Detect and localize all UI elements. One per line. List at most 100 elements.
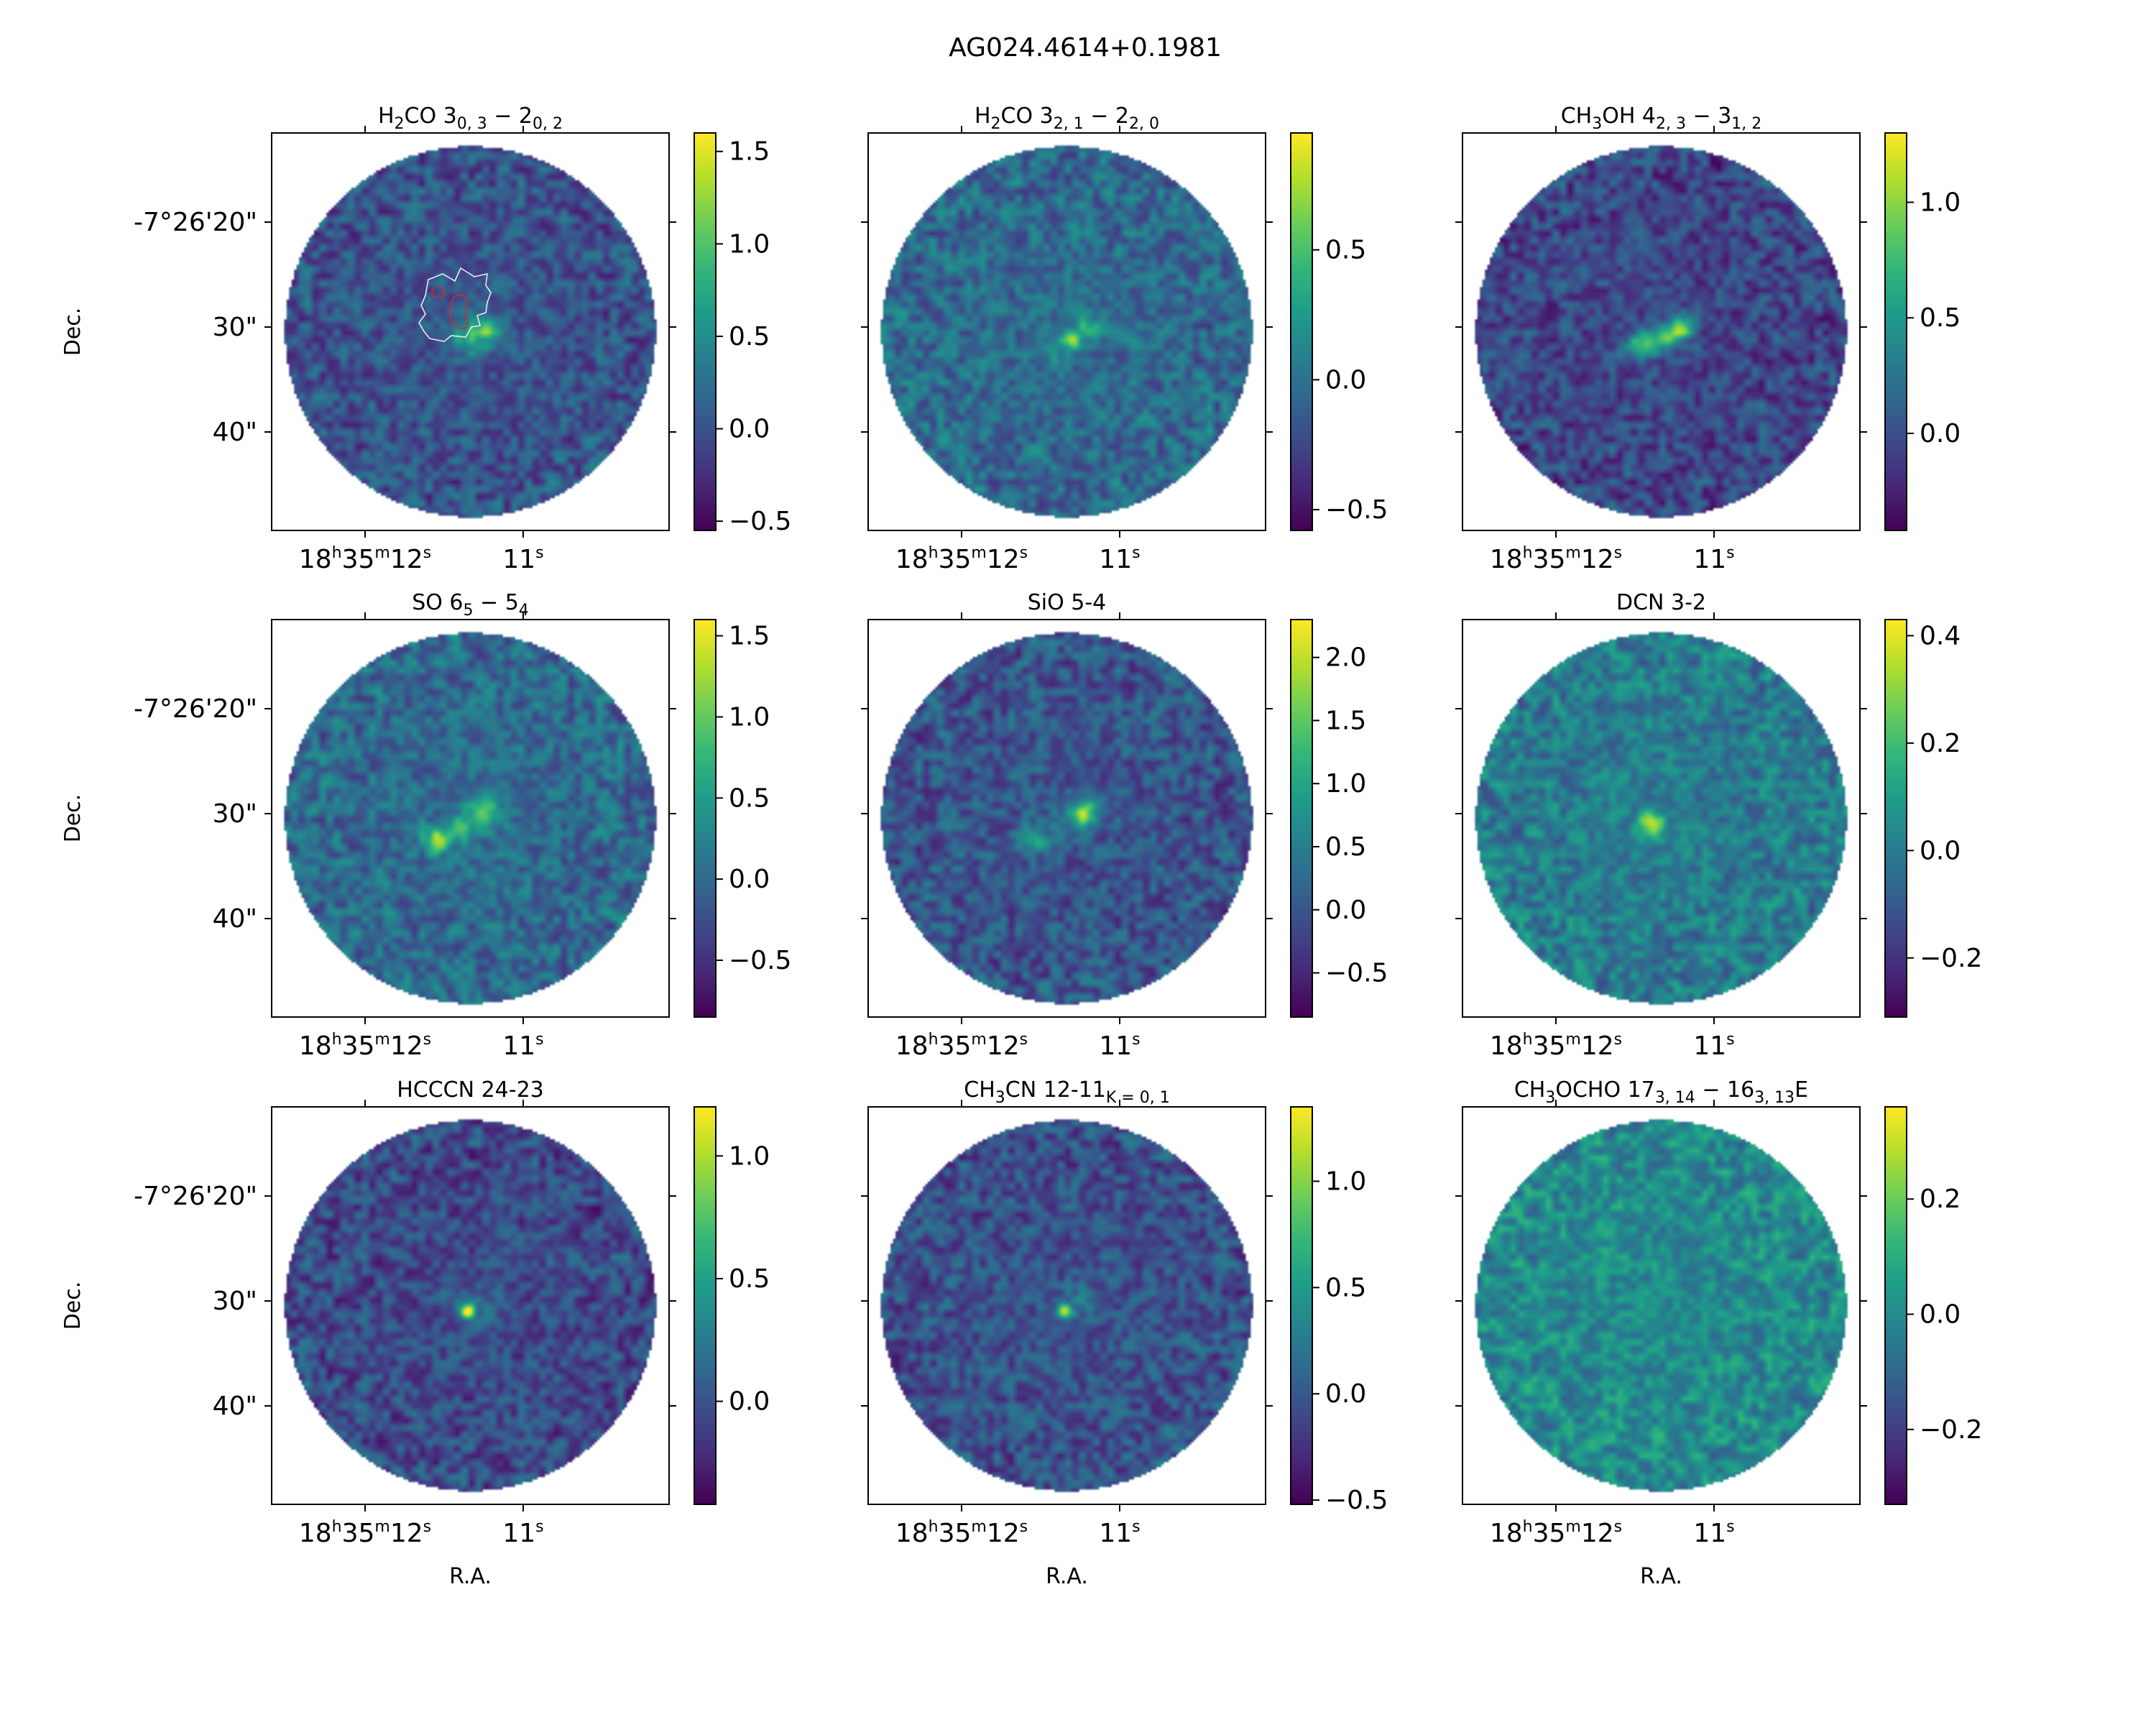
colorbar-tick-label: 0.0 xyxy=(1325,365,1366,395)
colorbar: 0.0 0.5 1.0 xyxy=(694,1106,770,1505)
colorbar-gradient xyxy=(1885,1107,1907,1504)
panel-5: SiO 5-4 18h35m12s 11s −0.5 0.0 0.5 1.0 1.5 2.0 xyxy=(861,590,1388,1061)
ra-tick-label: 11s xyxy=(502,1518,543,1548)
panel-title: H2CO 30, 3 − 20, 2 xyxy=(378,104,563,133)
dec-tick-label: -7°26'20" xyxy=(134,208,257,237)
ra-axis-label: R.A. xyxy=(449,1564,492,1589)
colorbar-tick-label: 1.5 xyxy=(1325,706,1366,735)
colorbar-tick-label: 0.0 xyxy=(1325,896,1366,925)
colorbar-frame xyxy=(1290,619,1313,1018)
ra-axis-label: R.A. xyxy=(1046,1564,1088,1589)
dec-axis-label: Dec. xyxy=(60,1282,86,1330)
colorbar-tick-label: 2.0 xyxy=(1325,643,1366,673)
colorbar-frame xyxy=(694,1106,717,1505)
axes-frame xyxy=(867,1106,1266,1505)
dec-tick-label: -7°26'20" xyxy=(134,1182,257,1211)
ra-tick-label: 11s xyxy=(1099,544,1140,574)
ra-tick-label: 11s xyxy=(1099,1031,1140,1061)
axes-frame xyxy=(1462,132,1861,531)
colorbar-gradient xyxy=(1291,1107,1312,1504)
colorbar-tick-label: 0.5 xyxy=(729,322,770,351)
colorbar-tick-label: −0.5 xyxy=(1325,1486,1388,1515)
colorbar-tick-label: 1.0 xyxy=(729,702,770,732)
ra-tick-label: 11s xyxy=(502,544,543,574)
colorbar: −0.5 0.0 0.5 xyxy=(1290,132,1388,531)
colorbar: −0.5 0.0 0.5 1.0 1.5 xyxy=(694,619,791,1018)
dec-axis-label: Dec. xyxy=(60,308,86,356)
colorbar-tick-label: 1.5 xyxy=(729,622,770,651)
axes-frame xyxy=(271,1106,670,1505)
colorbar-frame xyxy=(1290,132,1313,531)
intensity-map xyxy=(272,133,669,530)
colorbar: −0.5 0.0 0.5 1.0 xyxy=(1290,1106,1388,1515)
ra-tick-label: 18h35m12s xyxy=(895,1518,1028,1548)
panel-3: CH3OH 42, 3 − 31, 2 18h35m12s 11s 0.0 0.5 1.0 xyxy=(1455,104,1961,574)
colorbar-tick-label: −0.2 xyxy=(1920,1415,1982,1445)
ra-tick-label: 11s xyxy=(1693,544,1734,574)
colorbar: −0.5 0.0 0.5 1.0 1.5 xyxy=(694,132,791,536)
ra-tick-label: 18h35m12s xyxy=(299,1518,431,1548)
intensity-map xyxy=(272,620,669,1017)
panel-title: SiO 5-4 xyxy=(1028,590,1107,615)
colorbar-tick-label: 0.2 xyxy=(1920,1184,1961,1214)
colorbar-tick-label: 0.0 xyxy=(1920,836,1961,865)
colorbar-tick-label: 0.5 xyxy=(729,1264,770,1294)
axes-frame xyxy=(1462,1106,1861,1505)
intensity-map xyxy=(272,1107,669,1504)
ra-tick-label: 11s xyxy=(1693,1031,1734,1061)
core-contour xyxy=(449,294,469,330)
colorbar-gradient xyxy=(1291,133,1312,530)
colorbar-tick-label: 0.0 xyxy=(729,415,770,444)
intensity-map xyxy=(1462,620,1860,1017)
colorbar-gradient xyxy=(1885,133,1907,530)
panel-title: CH3CN 12-11K = 0, 1 xyxy=(964,1077,1169,1107)
colorbar-gradient xyxy=(694,620,716,1017)
ra-tick-label: 18h35m12s xyxy=(1490,1518,1622,1548)
colorbar-tick-label: 0.2 xyxy=(1920,729,1961,758)
colorbar: −0.2 0.0 0.2 0.4 xyxy=(1884,619,1982,1018)
colorbar-gradient xyxy=(694,133,716,530)
panel-4: SO 65 − 54 18h35m12s 11s -7°26'20" 30" 40" Dec… xyxy=(60,590,791,1061)
axes-frame xyxy=(867,132,1266,531)
colorbar-tick-label: −0.5 xyxy=(1325,495,1388,525)
colorbar: −0.5 0.0 0.5 1.0 1.5 2.0 xyxy=(1290,619,1388,1018)
colorbar-tick-label: 0.4 xyxy=(1920,621,1961,650)
figure-title: AG024.4614+0.1981 xyxy=(949,33,1222,63)
intensity-map xyxy=(1462,133,1860,530)
panel-grid: H2CO 30, 3 − 20, 2 18h35m12s 11s -7°26'20" 3… xyxy=(60,104,1982,1589)
intensity-map xyxy=(1462,1107,1860,1504)
colorbar-tick-label: 1.0 xyxy=(1325,769,1366,799)
colorbar-tick-label: 0.5 xyxy=(1920,303,1961,333)
axes-frame xyxy=(271,132,670,531)
colorbar: 0.0 0.5 1.0 xyxy=(1884,132,1961,531)
colorbar-frame xyxy=(1884,132,1907,531)
colorbar-tick-label: 1.5 xyxy=(729,137,770,167)
panel-title: H2CO 32, 1 − 22, 0 xyxy=(975,104,1159,133)
ra-tick-label: 18h35m12s xyxy=(1490,544,1622,574)
ra-tick-label: 18h35m12s xyxy=(1490,1031,1622,1061)
intensity-map xyxy=(868,133,1266,530)
ra-tick-label: 11s xyxy=(502,1031,543,1061)
colorbar-frame xyxy=(1884,619,1907,1018)
intensity-map xyxy=(868,1107,1266,1504)
colorbar-gradient xyxy=(1291,620,1312,1017)
colorbar-tick-label: 0.0 xyxy=(1325,1379,1366,1409)
dec-tick-label: 40" xyxy=(213,418,257,447)
ra-tick-label: 18h35m12s xyxy=(299,1031,431,1061)
dec-tick-label: -7°26'20" xyxy=(134,694,257,724)
colorbar-tick-label: 1.0 xyxy=(729,229,770,259)
ra-tick-label: 11s xyxy=(1693,1518,1734,1548)
panel-title: CH3OH 42, 3 − 31, 2 xyxy=(1561,104,1762,133)
panel-title: DCN 3-2 xyxy=(1616,590,1706,615)
axes-frame xyxy=(271,619,670,1018)
colorbar-tick-label: 0.0 xyxy=(729,865,770,894)
colorbar-tick-label: 0.0 xyxy=(729,1387,770,1417)
dec-tick-label: 40" xyxy=(213,1392,257,1421)
colorbar-gradient xyxy=(694,1107,716,1504)
panel-title: SO 65 − 54 xyxy=(412,590,529,620)
panel-9: CH3OCHO 173, 14 − 163, 13E 18h35m12s 11s R.… xyxy=(1455,1077,1982,1589)
colorbar-frame xyxy=(694,619,717,1018)
dec-tick-label: 30" xyxy=(213,799,257,829)
panel-7: HCCCN 24-23 18h35m12s 11s -7°26'20" 30" 40" De… xyxy=(60,1077,770,1589)
colorbar-frame xyxy=(694,132,717,531)
